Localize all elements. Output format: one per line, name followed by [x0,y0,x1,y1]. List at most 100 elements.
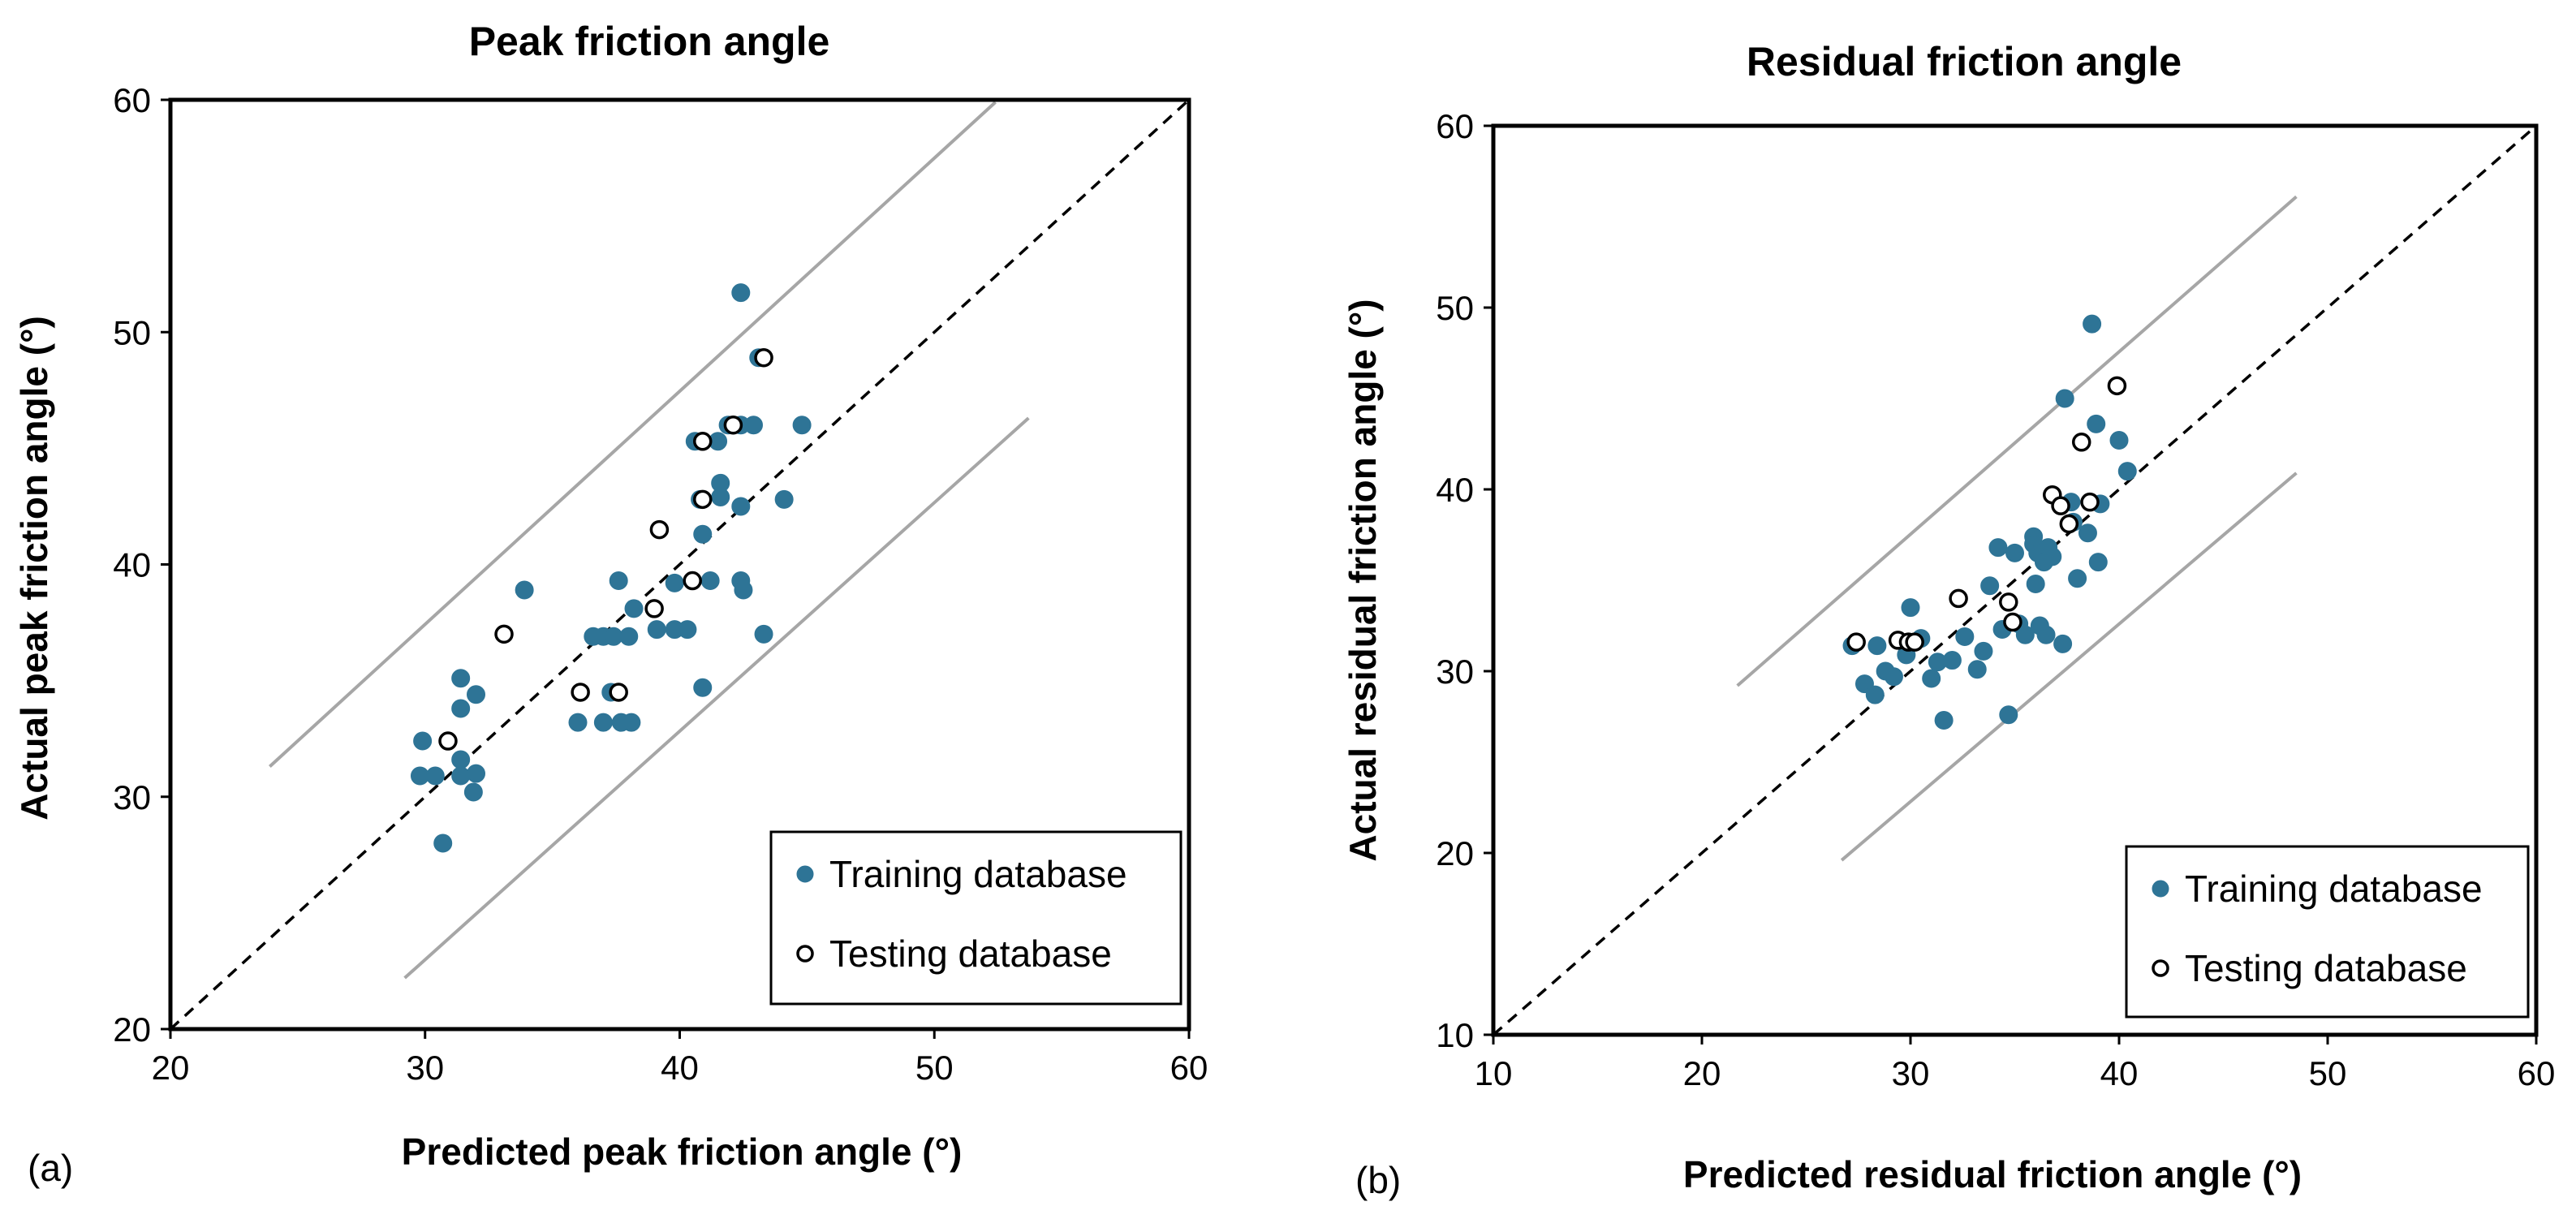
x-tick-label: 50 [2309,1054,2347,1092]
training-point [754,624,773,644]
x-tick-label: 40 [2100,1054,2139,1092]
testing-point [494,624,514,644]
training-point [678,620,697,640]
training-point [2026,574,2045,593]
y-tick-label: 20 [113,1010,151,1049]
x-tick-label: 60 [1170,1049,1208,1087]
training-point [433,833,453,853]
panel-label: (a) [28,1147,73,1189]
x-tick-labels: 20 30 40 50 60 [152,1029,1208,1087]
band-line [269,101,997,769]
x-tick-label: 50 [915,1049,954,1087]
band-line [1840,472,2298,862]
testing-point [644,599,664,618]
training-point [2055,389,2074,408]
x-tick-label: 40 [661,1049,699,1087]
training-point [1922,669,1941,688]
training-point [774,489,794,509]
training-point [2015,625,2035,644]
training-point [2083,314,2102,334]
testing-point [2051,496,2070,515]
training-point [1865,685,1885,704]
legend-marker-testing [2152,959,2169,977]
training-point [451,750,471,769]
training-point [451,669,471,688]
training-point [1884,667,1903,687]
legend-box [2125,845,2530,1019]
training-point [467,685,485,704]
training-point [2087,414,2106,433]
legend-label-testing: Testing database [829,932,1112,975]
training-point [624,599,644,618]
testing-point [1846,632,1866,652]
legend-box [769,830,1182,1006]
x-tick-label: 20 [152,1049,190,1087]
chart-title: Peak friction angle [469,19,830,64]
y-tick-label: 10 [1436,1016,1474,1054]
band-lines [1736,195,2298,862]
testing-point [2003,612,2022,632]
training-point [619,627,639,646]
training-point [515,580,534,600]
panel-b: Residual friction angle Predicted residu… [1342,39,2555,1201]
legend-marker-training [796,865,814,883]
legend-marker-training [2152,880,2169,898]
training-point [2078,523,2097,543]
x-tick-labels: 10 20 30 40 50 60 [1475,1035,2556,1092]
training-point [451,699,471,718]
testing-point [609,683,628,702]
training-point [1988,538,2008,558]
testing-point [649,519,670,540]
x-axis-label: Predicted residual friction angle (°) [1683,1153,2302,1195]
plot-frame [1491,123,2539,1037]
training-point [792,416,812,435]
training-point [665,573,684,592]
training-point [568,713,588,732]
training-point [622,713,641,732]
training-point [700,571,720,591]
training-point [1967,660,1987,679]
training-point [609,571,628,591]
x-tick-label: 20 [1683,1054,1721,1092]
training-point [2053,634,2073,653]
y-tick-label: 50 [113,313,151,351]
testing-point [2107,376,2127,396]
testing-point [1999,592,2018,612]
training-point [647,620,666,640]
training-point [413,731,433,751]
y-axis-label: Actual peak friction angle (°) [13,316,55,821]
testing-point [2059,514,2079,534]
testing-point [571,683,590,702]
training-point [1999,705,2018,725]
training-point [693,524,713,544]
training-point [2005,543,2024,562]
plot-frame [168,97,1191,1032]
y-tick-label: 40 [1436,471,1474,509]
y-tick-labels: 10 20 30 40 50 60 [1436,107,1493,1054]
testing-point [1905,632,1924,652]
band-line [1736,195,2298,687]
identity-line [1492,124,2538,1036]
legend: Training database Testing database [769,830,1182,1006]
training-point [1867,636,1887,656]
chart-title: Residual friction angle [1747,39,2182,84]
training-point [593,713,613,732]
testing-point [438,731,458,751]
x-axis-label: Predicted peak friction angle (°) [402,1131,963,1173]
testing-point [692,432,713,451]
legend-label-training: Training database [829,853,1127,895]
y-tick-label: 30 [113,778,151,816]
testing-point [2071,433,2091,452]
x-tick-label: 10 [1475,1054,1513,1092]
training-point [2117,462,2137,481]
x-tick-label: 30 [1892,1054,1930,1092]
y-tick-label: 60 [1436,107,1474,145]
panel-a: Peak friction angle Predicted peak frict… [13,19,1208,1189]
training-point [1974,641,1993,661]
training-point [731,497,751,516]
band-line [403,416,1030,980]
band-lines [269,101,1030,980]
x-tick-label: 60 [2518,1054,2556,1092]
training-point [2109,431,2129,450]
